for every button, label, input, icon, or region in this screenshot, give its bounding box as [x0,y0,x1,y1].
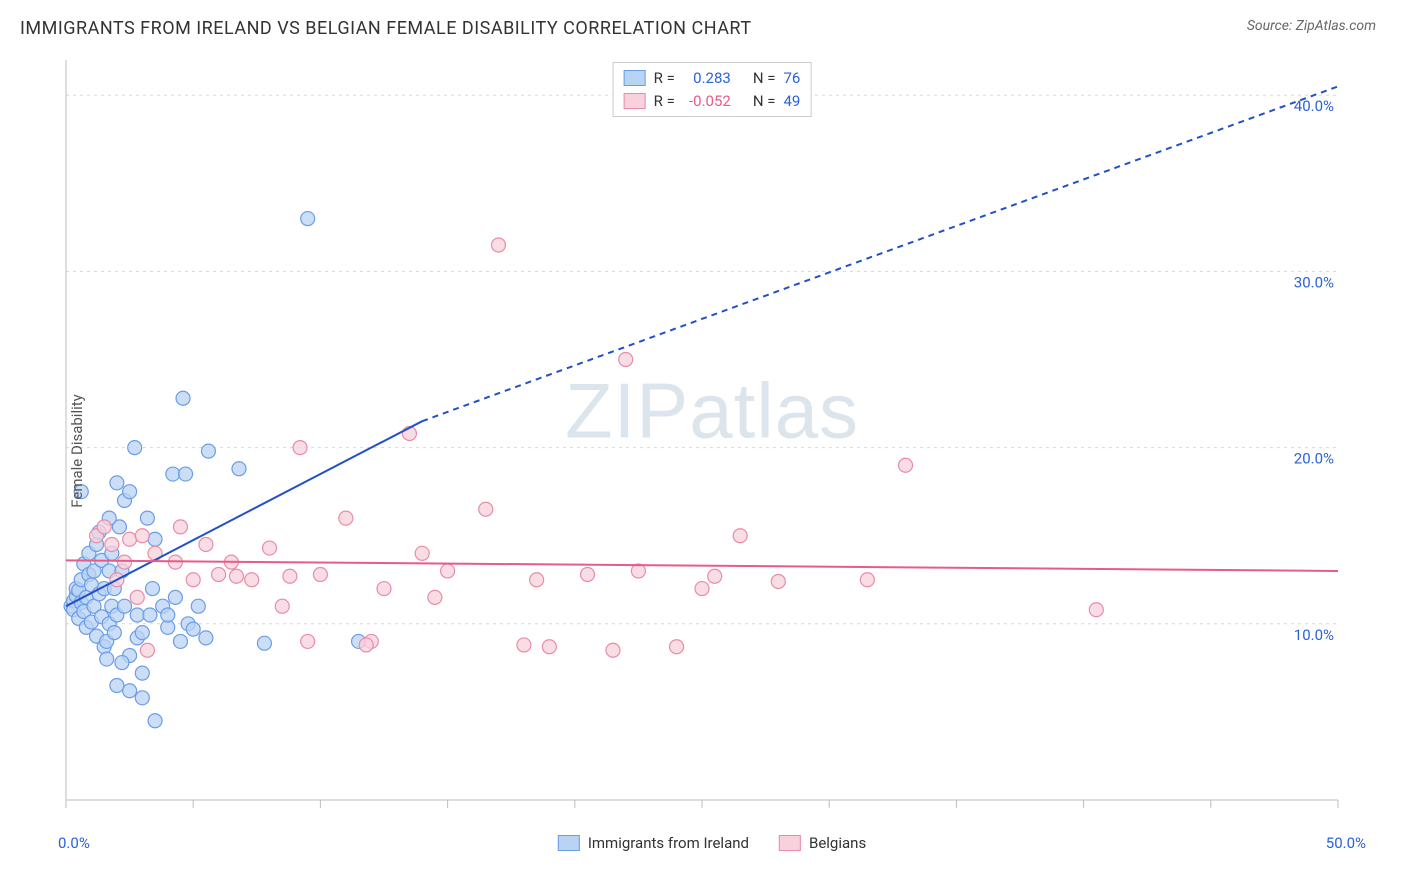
legend-swatch [558,835,580,851]
x-axis-max: 50.0% [1326,834,1366,852]
series-legend-belgians: Belgians [779,834,866,852]
correlation-legend: R =0.283N =76R =-0.052N =49 [613,62,812,117]
legend-row-ireland: R =0.283N =76 [624,67,801,90]
svg-text:40.0%: 40.0% [1294,97,1334,115]
legend-swatch [624,93,646,109]
scatter-chart: 10.0% 20.0% 30.0% 40.0% [48,50,1368,830]
legend-swatch [779,835,801,851]
svg-text:20.0%: 20.0% [1294,450,1334,468]
chart-area: Female Disability 10.0%20.0%30.0%40.0% Z… [48,50,1376,852]
svg-text:10.0%: 10.0% [1294,626,1334,644]
source-label: Source: ZipAtlas.com [1247,18,1376,34]
chart-title: IMMIGRANTS FROM IRELAND VS BELGIAN FEMAL… [20,18,752,39]
legend-row-belgians: R =-0.052N =49 [624,90,801,113]
x-axis-min: 0.0% [58,834,90,852]
y-axis-label: Female Disability [68,394,86,508]
series-legend-ireland: Immigrants from Ireland [558,834,749,852]
svg-text:30.0%: 30.0% [1294,273,1334,291]
x-axis-legend: 0.0% Immigrants from Ireland Belgians 50.… [48,834,1376,852]
legend-swatch [624,70,646,86]
